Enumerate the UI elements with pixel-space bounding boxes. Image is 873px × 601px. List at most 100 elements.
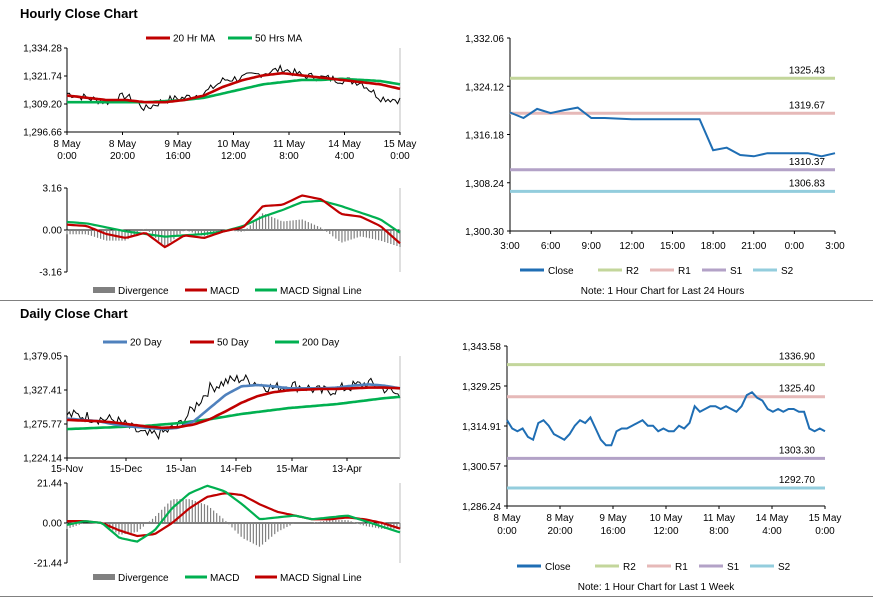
legend-label: Divergence: [118, 286, 169, 297]
ma20-line: [66, 383, 401, 431]
x-tick-label: 8:00: [279, 151, 299, 162]
x-tick-label: 8 May: [546, 513, 573, 524]
y-tick-label: 1,329.25: [462, 382, 501, 393]
level-label-s1: 1310.37: [789, 157, 826, 168]
x-tick-label: 3:00: [825, 241, 845, 252]
x-tick-label: 9 May: [599, 513, 626, 524]
legend-swatch: [93, 287, 115, 293]
x-tick-label: 8:00: [709, 526, 729, 537]
legend-label: R2: [623, 562, 636, 573]
x-tick-label: 12:00: [619, 241, 644, 252]
x-tick-label: 4:00: [762, 526, 782, 537]
level-label-s1: 1303.30: [779, 445, 816, 456]
x-tick-label: 16:00: [165, 151, 190, 162]
chart-note: Note: 1 Hour Chart for Last 24 Hours: [581, 286, 744, 297]
x-tick-label: 8 May: [53, 139, 80, 150]
legend-label: S2: [781, 266, 794, 277]
section-divider: [0, 300, 873, 301]
signal-line: [66, 199, 401, 238]
legend-label: R1: [675, 562, 688, 573]
ma20-line: [66, 71, 401, 104]
legend-label: S2: [778, 562, 791, 573]
x-tick-label: 0:00: [390, 151, 410, 162]
y-tick-label: 3.16: [43, 184, 63, 195]
y-tick-label: 1,327.41: [23, 386, 62, 397]
ma200-line: [66, 395, 401, 431]
x-tick-label: 15:00: [660, 241, 685, 252]
y-tick-label: 1,308.24: [465, 179, 504, 190]
legend-label: 50 Day: [217, 338, 249, 349]
x-tick-label: 15-Dec: [110, 464, 142, 475]
x-tick-label: 0:00: [497, 526, 517, 537]
x-tick-label: 15 May: [384, 139, 417, 150]
x-tick-label: 18:00: [701, 241, 726, 252]
legend-label: MACD Signal Line: [280, 573, 362, 584]
y-tick-label: 1,309.20: [23, 100, 62, 111]
y-tick-label: -21.44: [34, 559, 63, 570]
x-tick-label: 6:00: [541, 241, 561, 252]
level-label-r1: 1319.67: [789, 100, 826, 111]
y-tick-label: 1,332.06: [465, 34, 504, 45]
chart-note: Note: 1 Hour Chart for Last 1 Week: [578, 582, 736, 593]
x-tick-label: 9:00: [582, 241, 602, 252]
x-tick-label: 21:00: [741, 241, 766, 252]
signal-line: [67, 492, 401, 538]
x-tick-label: 14 May: [328, 139, 361, 150]
legend-swatch: [93, 574, 115, 580]
x-tick-label: 0:00: [57, 151, 77, 162]
y-tick-label: 1,316.18: [465, 131, 504, 142]
legend-label: S1: [727, 562, 740, 573]
legend-label: Close: [545, 562, 571, 573]
x-tick-label: 20:00: [110, 151, 135, 162]
macd-line: [66, 194, 401, 249]
macd-line: [66, 484, 401, 543]
hourly-title: Hourly Close Chart: [20, 6, 138, 21]
bottom-divider: [0, 596, 873, 597]
legend-label: 50 Hrs MA: [255, 34, 303, 45]
y-tick-label: 1,300.57: [462, 462, 501, 473]
x-tick-label: 16:00: [600, 526, 625, 537]
hourly-levels-chart: 1,332.06 1,324.12 1,316.18 1,308.24 1,300.30…: [465, 34, 845, 297]
level-label-r2: 1325.43: [789, 65, 826, 76]
y-tick-label: 1,314.91: [462, 422, 501, 433]
y-tick-label: 1,321.74: [23, 72, 62, 83]
legend-label: Close: [548, 266, 574, 277]
y-tick-label: 1,296.66: [23, 128, 62, 139]
x-tick-label: 8 May: [493, 513, 520, 524]
x-tick-label: 12:00: [221, 151, 246, 162]
x-tick-label: 15 May: [809, 513, 842, 524]
y-tick-label: 1,275.77: [23, 420, 62, 431]
x-tick-label: 15-Mar: [276, 464, 308, 475]
level-label-s2: 1306.83: [789, 178, 826, 189]
level-label-r1: 1325.40: [779, 384, 816, 395]
daily-title: Daily Close Chart: [20, 306, 128, 321]
x-tick-label: 0:00: [815, 526, 835, 537]
y-tick-label: 1,343.58: [462, 342, 501, 353]
close-line: [509, 106, 836, 158]
legend-label: R1: [678, 266, 691, 277]
daily-macd-chart: 21.44 0.00 -21.44 Divergence MACD MACD Signal…: [34, 479, 401, 584]
y-tick-label: 1,324.12: [465, 82, 504, 93]
legend-label: 20 Hr MA: [173, 34, 216, 45]
level-label-s2: 1292.70: [779, 475, 816, 486]
legend-label: Divergence: [118, 573, 169, 584]
y-tick-label: 1,379.05: [23, 352, 62, 363]
x-tick-label: 3:00: [500, 241, 520, 252]
x-tick-label: 15-Nov: [51, 464, 83, 475]
legend-label: S1: [730, 266, 743, 277]
y-tick-label: 1,300.30: [465, 227, 504, 238]
legend-label: MACD: [210, 573, 239, 584]
x-tick-label: 9 May: [164, 139, 191, 150]
x-tick-label: 14 May: [756, 513, 789, 524]
x-tick-label: 14-Feb: [220, 464, 252, 475]
x-tick-label: 11 May: [273, 139, 305, 150]
level-label-r2: 1336.90: [779, 352, 816, 363]
daily-levels-chart: 1,343.58 1,329.25 1,314.91 1,300.57 1,286.24…: [462, 342, 842, 593]
daily-price-chart: 1,379.05 1,327.41 1,275.77 1,224.14 20 Day 50…: [23, 338, 401, 475]
close-line: [506, 391, 826, 447]
hourly-macd-chart: 3.16 0.00 -3.16 Divergence MACD MACD Signal L…: [39, 184, 401, 297]
legend-label: MACD: [210, 286, 239, 297]
x-tick-label: 15-Jan: [166, 464, 197, 475]
x-tick-label: 10 May: [650, 513, 683, 524]
x-tick-label: 8 May: [109, 139, 136, 150]
